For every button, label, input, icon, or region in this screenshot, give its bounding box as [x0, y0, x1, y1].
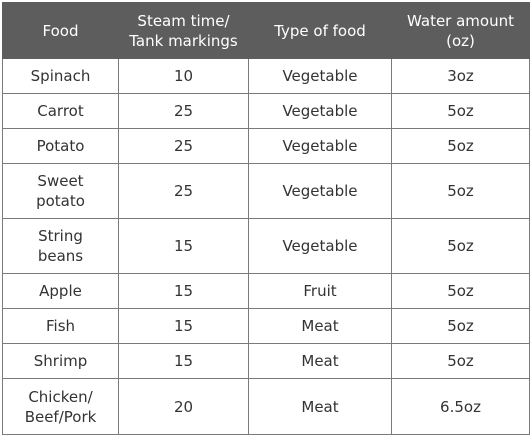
table-row: Chicken/ Beef/Pork 20 Meat 6.5oz — [2, 378, 530, 435]
steam-time-cell: 25 — [118, 163, 249, 219]
food-name-line1: String — [38, 227, 83, 245]
food-name: Potato — [36, 137, 85, 155]
water-cell: 3oz — [391, 58, 530, 94]
steam-time-cell: 10 — [118, 58, 249, 94]
type-cell: Meat — [248, 378, 392, 435]
water-cell: 5oz — [391, 218, 530, 274]
type-cell: Vegetable — [248, 163, 392, 219]
header-steam-time: Steam time/ Tank markings — [118, 2, 249, 59]
header-water-line1: Water amount — [407, 11, 514, 30]
table-row: Sweet potato 25 Vegetable 5oz — [2, 163, 530, 219]
table-row: Carrot 25 Vegetable 5oz — [2, 93, 530, 129]
food-cell: Chicken/ Beef/Pork — [2, 378, 119, 435]
food-name: Spinach — [30, 67, 91, 85]
table-header-row: Food Steam time/ Tank markings Type of f… — [2, 2, 530, 59]
water-cell: 5oz — [391, 343, 530, 379]
water-cell: 5oz — [391, 128, 530, 164]
header-steam-time-line2: Tank markings — [129, 31, 238, 50]
water-cell: 5oz — [391, 273, 530, 309]
table-row: Apple 15 Fruit 5oz — [2, 273, 530, 309]
steam-time-cell: 25 — [118, 93, 249, 129]
food-name: Shrimp — [33, 352, 88, 370]
food-name-line2: beans — [37, 247, 84, 265]
food-name-line1: Sweet — [37, 172, 84, 190]
food-cell: Apple — [2, 273, 119, 309]
food-cell: String beans — [2, 218, 119, 274]
header-water-amount: Water amount (oz) — [391, 2, 530, 59]
water-cell: 5oz — [391, 308, 530, 344]
table-row: Fish 15 Meat 5oz — [2, 308, 530, 344]
header-food-label: Food — [42, 21, 79, 40]
steam-time-cell: 20 — [118, 378, 249, 435]
food-cell: Fish — [2, 308, 119, 344]
steam-time-cell: 15 — [118, 218, 249, 274]
food-name: Apple — [39, 282, 82, 300]
type-cell: Meat — [248, 343, 392, 379]
header-type-of-food: Type of food — [248, 2, 392, 59]
water-cell: 5oz — [391, 163, 530, 219]
type-cell: Meat — [248, 308, 392, 344]
table-row: Spinach 10 Vegetable 3oz — [2, 58, 530, 94]
food-cell: Potato — [2, 128, 119, 164]
table-row: String beans 15 Vegetable 5oz — [2, 218, 530, 274]
steam-time-cell: 25 — [118, 128, 249, 164]
steam-time-cell: 15 — [118, 343, 249, 379]
table-row: Shrimp 15 Meat 5oz — [2, 343, 530, 379]
type-cell: Vegetable — [248, 93, 392, 129]
food-name-line2: potato — [36, 192, 85, 210]
table-row: Potato 25 Vegetable 5oz — [2, 128, 530, 164]
header-type-label: Type of food — [274, 21, 366, 40]
header-steam-time-line1: Steam time/ — [137, 11, 230, 30]
steam-time-cell: 15 — [118, 273, 249, 309]
type-cell: Vegetable — [248, 128, 392, 164]
food-name: Fish — [45, 317, 76, 335]
type-cell: Vegetable — [248, 218, 392, 274]
header-water-line2: (oz) — [446, 31, 475, 50]
food-cell: Carrot — [2, 93, 119, 129]
food-cell: Sweet potato — [2, 163, 119, 219]
food-cell: Spinach — [2, 58, 119, 94]
water-cell: 6.5oz — [391, 378, 530, 435]
food-name-line1: Chicken/ — [28, 387, 93, 406]
type-cell: Vegetable — [248, 58, 392, 94]
steam-time-cell: 15 — [118, 308, 249, 344]
food-cell: Shrimp — [2, 343, 119, 379]
water-cell: 5oz — [391, 93, 530, 129]
food-name: Carrot — [37, 102, 84, 120]
header-food: Food — [2, 2, 119, 59]
type-cell: Fruit — [248, 273, 392, 309]
food-name-line2: Beef/Pork — [24, 407, 97, 426]
